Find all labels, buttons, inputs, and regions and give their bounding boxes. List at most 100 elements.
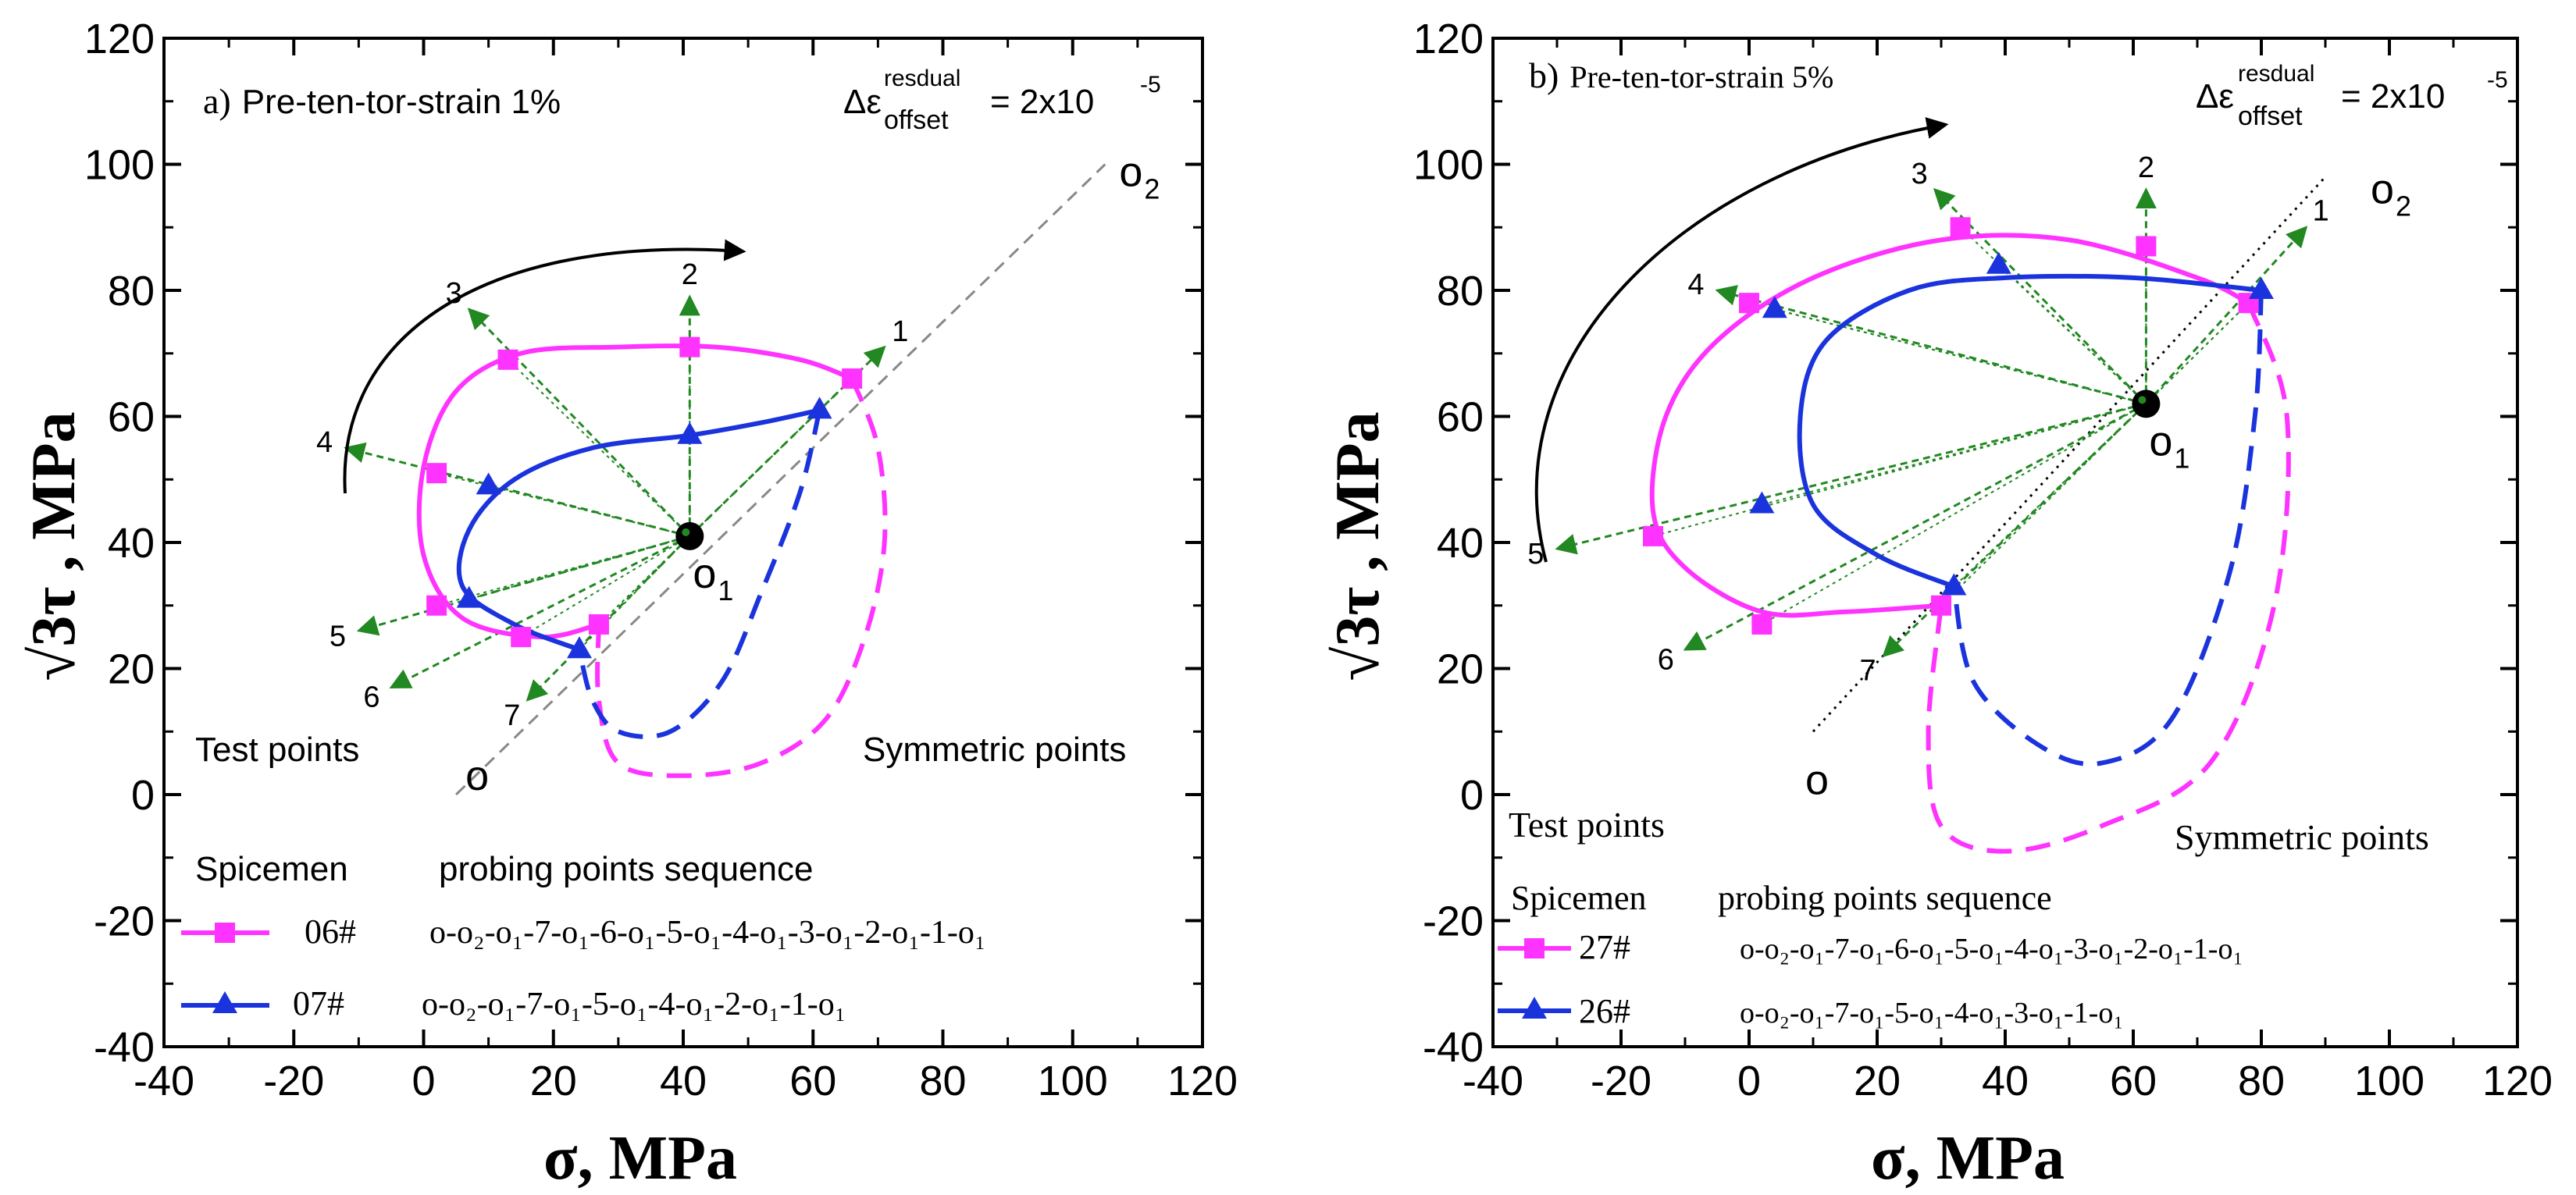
test-point-07# [567, 636, 592, 659]
x-tick-label-a: -40 [134, 1058, 194, 1104]
test-point-26# [1941, 573, 1967, 596]
probe-direction-label-4: 4 [1687, 269, 1704, 301]
test-point-26# [2249, 277, 2274, 299]
test-point-06# [842, 368, 863, 389]
eq-sup-b: resdual [2238, 61, 2314, 87]
probe-direction-label-5: 5 [1527, 538, 1544, 571]
panel-title-text-a: Pre-ten-tor-strain 1% [242, 83, 561, 121]
probe-line-26# [1762, 403, 2147, 506]
far-point-label-a: o [1119, 149, 1142, 196]
eq-sub-b: offset [2238, 101, 2303, 131]
legend-header-specimen-a: Spicemen [195, 850, 348, 888]
far-point-label-sub-b: 2 [2396, 190, 2411, 222]
test-point-07# [456, 585, 482, 608]
far-point-label-b: o [2371, 166, 2394, 213]
legend-header-sequence-b: probing points sequence [1718, 879, 2052, 917]
legend-marker-26 [1522, 997, 1547, 1019]
y-axis-title-a: √3τ , MPa [20, 411, 88, 681]
test-points-label-b: Test points [1509, 805, 1665, 845]
probe-line-27# [1940, 403, 2147, 606]
far-point-label-sub-a: 2 [1144, 173, 1160, 205]
probe-direction-label-7: 7 [1859, 655, 1876, 688]
x-tick-label-b: 0 [1737, 1058, 1761, 1104]
y-tick-label-a: 20 [108, 646, 155, 693]
x-tick-label-a: 100 [1038, 1058, 1108, 1104]
panel-a: -40 -20 0 20 40 60 80 100 120 -40 -20 0 20 40 60 80 100 1… [20, 16, 1238, 1193]
rotation-arrow-a [343, 239, 746, 494]
eq-sub-a: offset [884, 105, 949, 135]
test-point-06# [497, 349, 518, 370]
probe-direction-7 [1882, 403, 2147, 658]
x-tick-label-b: 120 [2482, 1058, 2553, 1104]
probe-direction-label-5: 5 [330, 621, 346, 653]
x-axis-title-b: σ, MPa [1871, 1124, 2065, 1193]
eq-lhs-a: Δε [843, 83, 882, 121]
x-tick-label-a: 120 [1167, 1058, 1238, 1104]
x-tick-label-b: 80 [2238, 1058, 2285, 1104]
test-point-27# [2136, 236, 2157, 257]
y-tick-label-a: 120 [84, 16, 155, 62]
legend-marker-27 [1524, 938, 1545, 958]
legend-b: Spicemen probing points sequence 27# o-o… [1498, 879, 2243, 1030]
symmetric-points-label-a: Symmetric points [863, 731, 1126, 769]
center-point-b [2132, 389, 2161, 418]
test-point-06# [426, 595, 447, 616]
legend-entry-06: 06# o-o₂-o₁-7-o₁-6-o₁-5-o₁-4-o₁-3-o₁-2-o… [181, 912, 986, 951]
ticks-b [1491, 37, 2519, 1048]
x-tick-label-b: -20 [1591, 1058, 1651, 1104]
panel-title-text-b: Pre-ten-tor-strain 5% [1569, 59, 1833, 94]
center-point-highlight-a [682, 528, 690, 536]
probe-direction-5 [356, 535, 690, 636]
legend-a: Spicemen probing points sequence 06# o-o… [181, 850, 986, 1023]
probe-line-26# [1953, 403, 2147, 588]
loading-path-line-a [455, 163, 1106, 796]
rotation-arrow-b [1534, 117, 1949, 563]
probe-direction-label-2: 2 [2138, 151, 2154, 184]
probe-direction-6 [389, 535, 690, 689]
legend-seq-06: o-o₂-o₁-7-o₁-6-o₁-5-o₁-4-o₁-3-o₁-2-o₁-1-… [429, 915, 986, 951]
eq-rhs-a: = 2x10 [990, 83, 1094, 121]
test-point-26# [1762, 296, 1787, 318]
legend-seq-27: o-o₂-o₁-7-o₁-6-o₁-5-o₁-4-o₁-3-o₁-2-o₁-1-… [1740, 933, 2243, 966]
eq-exp-a: -5 [1140, 72, 1161, 98]
y-tick-label-a: 60 [108, 394, 155, 441]
probe-direction-1 [2145, 226, 2308, 405]
origin-label-b: o [1805, 756, 1829, 803]
eq-sup-a: resdual [884, 66, 960, 91]
legend-name-27: 27# [1579, 928, 1630, 966]
equation-a: Δε resdual offset = 2x10 -5 [843, 66, 1161, 135]
x-tick-label-a: -20 [263, 1058, 324, 1104]
y-axis-title-text-b: √3τ , MPa [1324, 411, 1392, 681]
y-tick-label-b: 60 [1437, 394, 1484, 441]
legend-entry-26: 26# o-o₂-o₁-7-o₁-5-o₁-4-o₁-3-o₁-1-o₁ [1498, 992, 2124, 1030]
probe-direction-6 [1683, 403, 2147, 651]
test-point-26# [1749, 491, 1775, 514]
x-tick-label-b: 40 [1982, 1058, 2029, 1104]
tick-labels-b: -40 -20 0 20 40 60 80 100 120 -40 -20 0 20 40 60 80 100 1… [1413, 16, 2553, 1104]
test-points-label-a: Test points [195, 731, 359, 769]
x-axis-title-a: σ, MPa [543, 1124, 737, 1193]
test-point-06# [426, 463, 447, 484]
probe-line-07# [579, 535, 691, 650]
center-point-highlight-b [2138, 396, 2147, 404]
test-point-27# [1950, 217, 1971, 238]
legend-marker-06 [215, 923, 235, 943]
probe-direction-label-3: 3 [1912, 158, 1928, 190]
legend-seq-26: o-o₂-o₁-7-o₁-5-o₁-4-o₁-3-o₁-1-o₁ [1740, 997, 2124, 1030]
x-tick-label-b: -40 [1463, 1058, 1523, 1104]
probe-line-07# [469, 535, 690, 600]
x-tick-label-a: 60 [789, 1058, 836, 1104]
test-point-27# [1643, 525, 1663, 546]
test-point-27# [1931, 595, 1951, 616]
center-label-b: o [2149, 418, 2172, 464]
y-tick-label-b: 0 [1460, 772, 1484, 819]
center-label-sub-a: 1 [718, 574, 733, 606]
probe-line-06# [520, 535, 690, 638]
probe-direction-label-6: 6 [363, 681, 379, 713]
probe-direction-3 [467, 308, 691, 537]
panel-b: -40 -20 0 20 40 60 80 100 120 -40 -20 0 20 40 60 80 100 1… [1324, 16, 2553, 1193]
equation-b: Δε resdual offset = 2x10 -5 [2196, 61, 2508, 131]
ticks-a [162, 37, 1204, 1048]
